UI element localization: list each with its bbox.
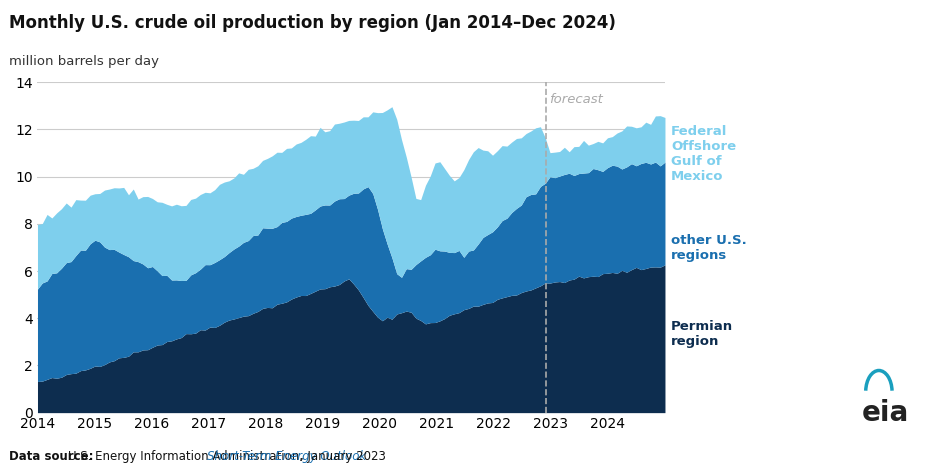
Text: Short-Term Energy Outlook: Short-Term Energy Outlook: [207, 450, 366, 463]
Text: other U.S.
regions: other U.S. regions: [672, 234, 747, 262]
Text: Monthly U.S. crude oil production by region (Jan 2014–Dec 2024): Monthly U.S. crude oil production by reg…: [9, 14, 616, 32]
Text: Permian
region: Permian region: [672, 320, 734, 348]
Text: U.S. Energy Information Administration,: U.S. Energy Information Administration,: [68, 450, 306, 463]
Text: , January 2023: , January 2023: [300, 450, 385, 463]
Text: forecast: forecast: [549, 93, 603, 106]
Text: Data source:: Data source:: [9, 450, 98, 463]
Text: eia: eia: [862, 399, 909, 427]
Text: Federal
Offshore
Gulf of
Mexico: Federal Offshore Gulf of Mexico: [672, 125, 737, 183]
Text: million barrels per day: million barrels per day: [9, 55, 159, 67]
